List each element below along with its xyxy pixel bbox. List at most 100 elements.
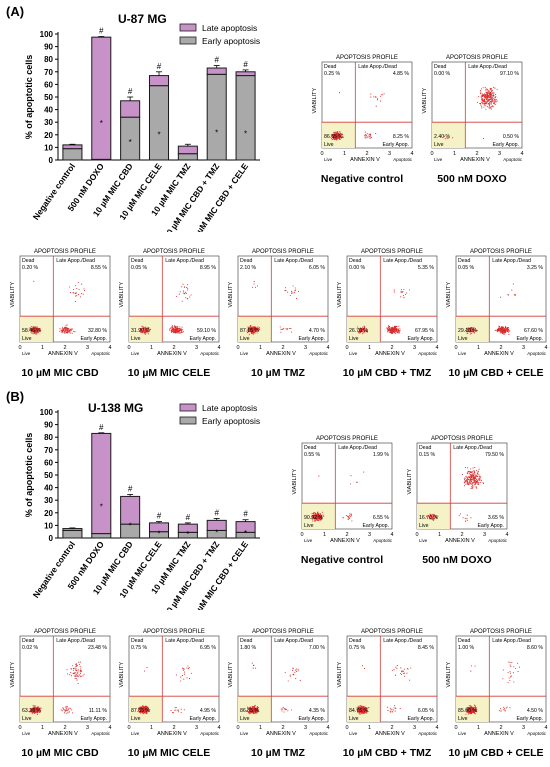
bar-early-apoptosis: [148, 85, 170, 161]
event-dot: [31, 333, 33, 335]
x-tick-label: 3: [522, 725, 525, 731]
event-dot: [68, 286, 70, 288]
event-dot: [330, 134, 332, 136]
event-dot: [339, 131, 341, 133]
event-dot: [356, 708, 358, 710]
event-dot: [248, 712, 250, 714]
event-dot: [482, 98, 484, 100]
y-tick-label: 90: [44, 43, 53, 52]
event-dot: [485, 90, 487, 92]
event-dot: [139, 328, 141, 330]
event-dot: [472, 479, 474, 481]
x-axis-label: ANNEXIN V: [375, 731, 405, 737]
event-dot: [357, 709, 359, 711]
event-dot: [471, 479, 473, 481]
event-dot: [485, 92, 488, 94]
quadrant-label-dead: Dead: [419, 445, 432, 451]
event-dot: [349, 513, 351, 515]
event-dot: [356, 482, 358, 484]
flow-plot-caption: 10 µM MIC CELE: [127, 747, 211, 759]
event-dot: [284, 290, 286, 292]
event-dot: [364, 706, 366, 709]
value-early: 32.80 %: [88, 328, 107, 334]
value-dead: 0.02 %: [22, 645, 39, 651]
quadrant-label-live: Live: [434, 142, 444, 148]
event-dot: [468, 471, 470, 473]
event-dot: [479, 478, 481, 480]
event-dot: [489, 88, 491, 90]
event-dot: [387, 710, 389, 712]
flow-plot-title: APOPTOSIS PROFILE: [34, 249, 96, 255]
event-dot: [474, 665, 476, 667]
event-dot: [34, 332, 36, 334]
event-dot: [37, 328, 39, 330]
x-tick-label: 1: [41, 345, 44, 351]
flow-plot-caption: Negative control: [320, 173, 404, 185]
event-dot: [76, 669, 78, 671]
event-dot: [311, 513, 313, 515]
event-dot: [483, 137, 485, 140]
event-dot: [170, 326, 172, 328]
event-dot: [467, 709, 469, 711]
event-dot: [495, 100, 497, 102]
event-dot: [466, 710, 469, 712]
quadrant-label-live: Live: [419, 523, 429, 529]
event-dot: [509, 672, 511, 674]
event-dot: [39, 711, 41, 713]
event-dot: [486, 94, 488, 96]
y-tick-label: 70: [44, 68, 53, 77]
event-dot: [361, 709, 363, 711]
event-dot: [255, 330, 257, 333]
quadrant-label-late: Late Apop./Dead: [274, 258, 313, 264]
y-tick-label: 20: [44, 131, 53, 140]
event-dot: [254, 328, 256, 330]
event-dot: [489, 93, 491, 95]
quadrant-label-dead: Dead: [458, 258, 471, 264]
event-dot: [492, 100, 494, 102]
event-dot: [473, 326, 475, 328]
event-dot: [470, 468, 472, 470]
event-dot: [249, 324, 251, 326]
event-dot: [486, 97, 488, 99]
event-dot: [469, 481, 471, 483]
event-dot: [492, 94, 494, 96]
event-dot: [409, 679, 411, 681]
event-dot: [474, 483, 476, 485]
event-dot: [430, 514, 432, 516]
event-dot: [502, 330, 504, 332]
value-early: 4.70 %: [309, 328, 326, 334]
event-dot: [363, 667, 366, 670]
event-dot: [256, 709, 258, 711]
event-dot: [466, 476, 468, 478]
event-dot: [467, 480, 469, 482]
event-dot: [358, 330, 361, 332]
event-dot: [390, 709, 392, 711]
value-late: 8.45 %: [418, 645, 435, 651]
event-dot: [469, 473, 471, 476]
event-dot: [474, 705, 476, 707]
event-dot: [181, 326, 183, 328]
event-dot: [183, 709, 185, 711]
event-dot: [287, 291, 289, 293]
event-dot: [470, 479, 472, 481]
value-early: 0.50 %: [503, 134, 520, 140]
event-dot: [486, 96, 489, 98]
event-dot: [175, 706, 177, 709]
event-dot: [472, 706, 474, 708]
event-dot: [77, 281, 79, 284]
event-dot: [285, 328, 287, 330]
event-dot: [172, 712, 174, 714]
bar-late-apoptosis: [91, 36, 112, 160]
event-dot: [512, 283, 514, 285]
event-dot: [66, 328, 68, 330]
event-dot: [76, 665, 78, 667]
y-axis-label: VIABILITY: [312, 88, 318, 114]
event-dot: [489, 99, 491, 101]
event-dot: [469, 711, 471, 713]
event-dot: [393, 325, 396, 327]
event-dot: [475, 482, 478, 484]
event-dot: [146, 667, 148, 669]
event-dot: [78, 661, 80, 663]
event-dot: [472, 710, 474, 712]
